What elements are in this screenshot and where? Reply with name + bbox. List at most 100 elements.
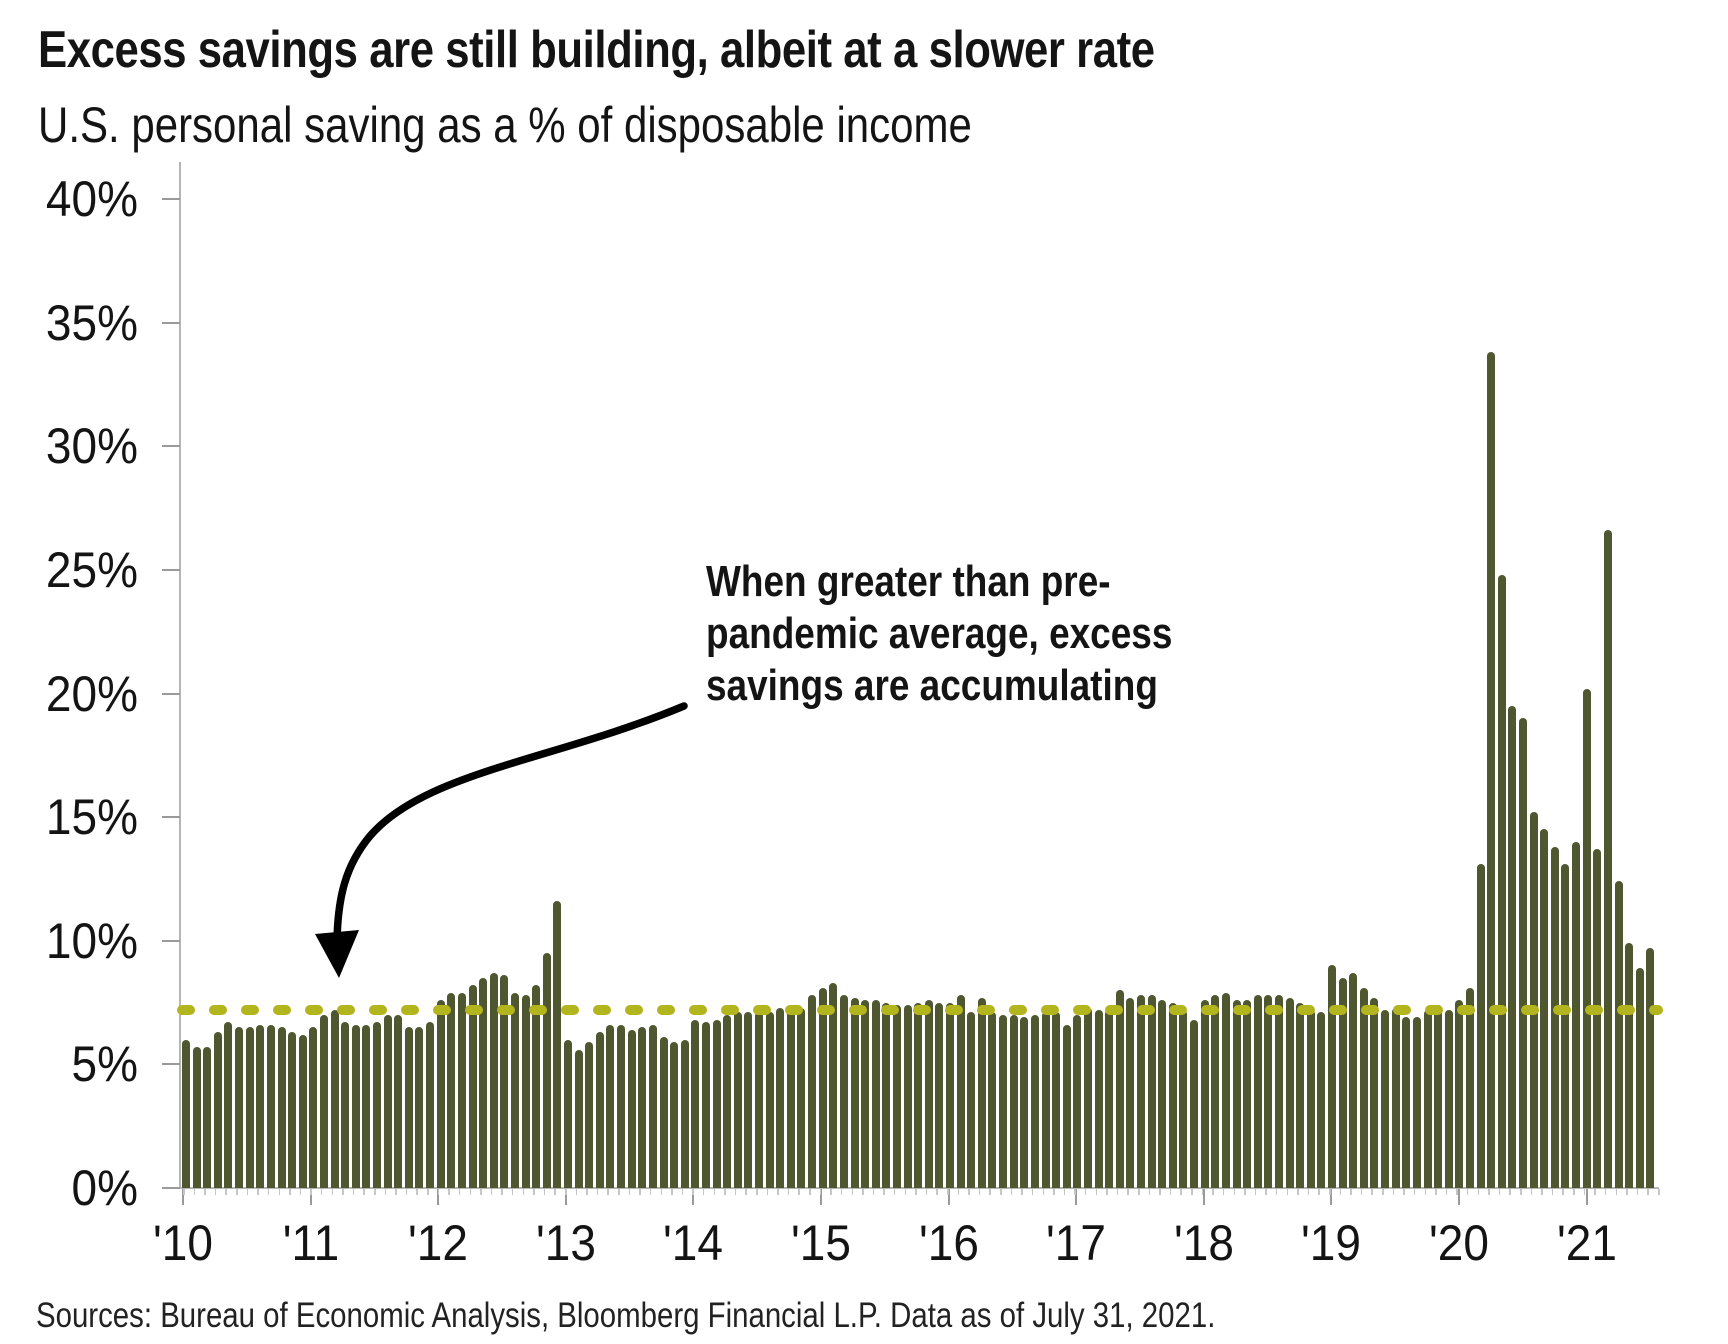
- bar: [1625, 943, 1634, 1188]
- minor-tick: [1180, 1189, 1182, 1195]
- x-tick-label: '17: [1046, 1215, 1107, 1271]
- bar: [277, 1027, 286, 1188]
- minor-tick: [352, 1189, 355, 1195]
- minor-tick: [448, 1189, 450, 1195]
- bar: [670, 1042, 679, 1188]
- bar: [1561, 864, 1570, 1188]
- minor-tick: [628, 1189, 631, 1195]
- minor-tick: [183, 1189, 185, 1195]
- y-tick: [162, 939, 180, 942]
- minor-tick: [299, 1189, 302, 1195]
- minor-tick: [787, 1189, 790, 1195]
- bar: [330, 1009, 339, 1188]
- bar: [680, 1039, 689, 1188]
- bar: [542, 953, 551, 1188]
- minor-tick: [501, 1189, 503, 1195]
- bar: [298, 1034, 307, 1188]
- minor-tick: [405, 1189, 408, 1195]
- bar: [1232, 1000, 1241, 1188]
- minor-tick: [310, 1189, 312, 1195]
- x-tick-label: '14: [663, 1215, 724, 1271]
- y-tick: [162, 445, 180, 448]
- minor-tick: [554, 1189, 556, 1195]
- minor-tick: [331, 1189, 334, 1195]
- bar: [1317, 1012, 1326, 1188]
- minor-tick: [1509, 1189, 1511, 1195]
- minor-tick: [607, 1189, 609, 1195]
- bar: [489, 972, 498, 1188]
- minor-tick: [1530, 1189, 1533, 1195]
- minor-tick: [1615, 1189, 1618, 1195]
- minor-tick: [1021, 1189, 1023, 1195]
- minor-tick: [596, 1189, 599, 1195]
- bar: [723, 1014, 732, 1188]
- minor-tick: [1583, 1189, 1586, 1195]
- bar: [235, 1027, 244, 1188]
- minor-tick: [1307, 1189, 1310, 1195]
- bar: [1062, 1024, 1071, 1188]
- bar: [595, 1032, 604, 1188]
- bar: [1190, 1019, 1199, 1188]
- minor-tick: [1371, 1189, 1373, 1195]
- bar: [1073, 1014, 1082, 1188]
- y-tick-label: 5%: [71, 1036, 138, 1093]
- bar: [606, 1024, 615, 1188]
- minor-tick: [1658, 1189, 1660, 1195]
- minor-tick: [1424, 1189, 1427, 1195]
- bar: [1497, 574, 1506, 1188]
- minor-tick: [734, 1189, 737, 1195]
- minor-tick: [1350, 1189, 1352, 1195]
- bar: [564, 1039, 572, 1188]
- bar: [797, 1007, 806, 1188]
- minor-tick: [1297, 1189, 1299, 1195]
- bar: [786, 1009, 795, 1188]
- bar: [479, 977, 488, 1188]
- minor-tick: [586, 1189, 588, 1195]
- minor-tick: [989, 1189, 991, 1195]
- bar: [776, 1007, 785, 1188]
- minor-tick: [1031, 1189, 1034, 1195]
- bar: [510, 992, 519, 1188]
- x-tick: [1202, 1189, 1205, 1205]
- bar: [1434, 1005, 1443, 1188]
- bar: [1285, 997, 1294, 1188]
- bar: [1083, 1007, 1092, 1188]
- minor-tick: [458, 1189, 461, 1195]
- bar: [203, 1047, 212, 1188]
- minor-tick: [1520, 1189, 1522, 1195]
- bar: [1041, 1012, 1050, 1188]
- y-tick: [162, 1063, 180, 1066]
- minor-tick: [267, 1189, 270, 1195]
- minor-tick: [798, 1189, 800, 1195]
- x-tick-label: '18: [1173, 1215, 1234, 1271]
- minor-tick: [936, 1189, 938, 1195]
- minor-tick: [851, 1189, 854, 1195]
- bar: [1550, 846, 1559, 1188]
- minor-tick: [1360, 1189, 1363, 1195]
- minor-tick: [1265, 1189, 1267, 1195]
- bar: [1115, 990, 1124, 1188]
- bar: [1221, 992, 1230, 1188]
- minor-tick: [618, 1189, 620, 1195]
- bar: [977, 997, 986, 1188]
- bar: [319, 1014, 328, 1188]
- minor-tick: [1594, 1189, 1596, 1195]
- y-tick-label: 15%: [45, 789, 138, 846]
- bar: [1158, 1000, 1167, 1188]
- minor-tick: [575, 1189, 578, 1195]
- minor-tick: [819, 1189, 822, 1195]
- minor-tick: [1488, 1189, 1490, 1195]
- bar: [1540, 829, 1549, 1188]
- minor-tick: [1212, 1189, 1214, 1195]
- bar: [383, 1014, 392, 1188]
- minor-tick: [1233, 1189, 1236, 1195]
- minor-tick: [925, 1189, 928, 1195]
- annotation-arrow: [333, 702, 688, 944]
- bar: [288, 1032, 297, 1188]
- minor-tick: [1116, 1189, 1119, 1195]
- bar: [1423, 1009, 1432, 1188]
- bar: [850, 997, 859, 1188]
- annotation-text: When greater than pre- pandemic average,…: [706, 556, 1261, 712]
- bar: [574, 1049, 583, 1188]
- minor-tick: [1286, 1189, 1289, 1195]
